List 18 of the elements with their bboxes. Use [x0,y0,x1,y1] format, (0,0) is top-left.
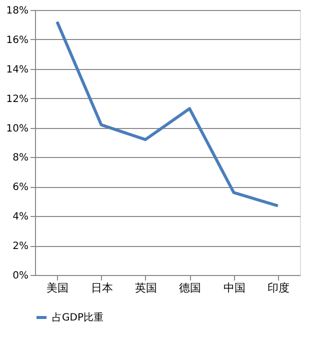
y-tick-label: 18% [6,6,28,16]
x-tick-label: 日本 [90,282,113,294]
x-tick-label: 美国 [46,282,69,294]
y-tick-label: 8% [12,152,28,164]
x-tick-label: 英国 [134,282,157,294]
y-tick-label: 16% [6,34,28,46]
y-tick-label: 12% [6,94,28,105]
y-tick-label: 10% [6,123,28,134]
y-tick-label: 6% [12,182,28,194]
y-tick-label: 2% [12,241,28,252]
line-series [56,20,280,208]
x-tick-label: 德国 [179,282,202,294]
y-tick-label: 4% [12,212,28,223]
y-tick-label: 0% [12,270,28,282]
y-tick-label: 14% [6,64,28,76]
x-tick-label: 中国 [223,282,246,294]
legend-label: 占GDP比重 [52,312,104,324]
x-tick-label: 印度 [267,282,290,294]
